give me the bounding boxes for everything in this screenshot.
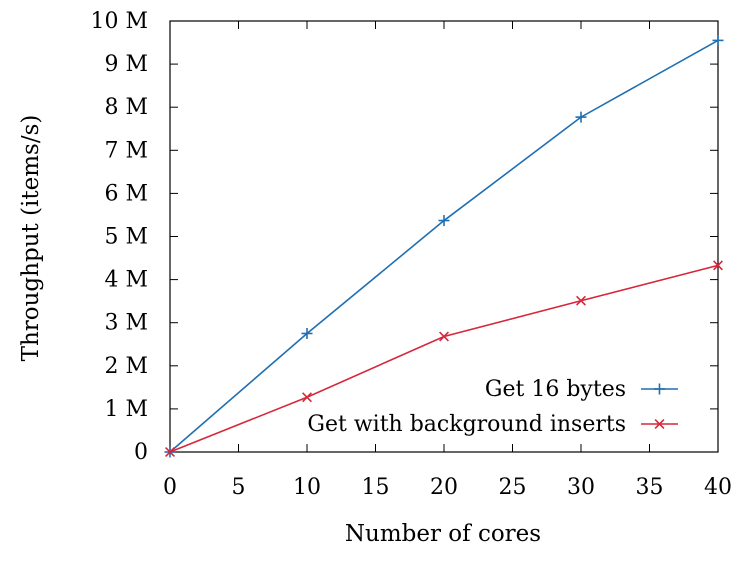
x-tick-label: 5 (232, 475, 246, 500)
cross-marker-b (439, 331, 449, 342)
y-tick-label: 1 M (104, 397, 148, 422)
legend-swatch-marker (654, 419, 665, 429)
cross-marker-b (576, 295, 586, 306)
series-line (169, 39, 719, 453)
y-tick-label: 4 M (104, 268, 148, 293)
series-1 (164, 34, 724, 458)
y-tick-label: 0 (134, 440, 148, 465)
legend-entry: Get with background inserts (307, 412, 678, 437)
data-point (713, 260, 723, 271)
legend-swatch-marker (654, 383, 665, 395)
x-tick-label: 0 (163, 475, 177, 500)
x-tick-label: 20 (430, 475, 458, 500)
y-tick-label: 6 M (104, 181, 148, 206)
x-tick-label: 15 (362, 475, 390, 500)
y-tick-label: 7 M (104, 138, 148, 163)
cross-marker-b (654, 419, 665, 429)
legend-entry: Get 16 bytes (485, 377, 678, 402)
series-2 (165, 260, 723, 457)
ticks: 0 5 10 15 20 25 30 35 40 0 1 M 2 M 3 M 4 M 5 M 6 M 7 M 8 … (90, 9, 732, 500)
data-point (301, 327, 313, 339)
y-tick-label: 10 M (90, 9, 148, 34)
x-tick-label: 25 (499, 475, 527, 500)
x-tick-label: 30 (567, 475, 595, 500)
data-point (712, 34, 724, 46)
y-tick-label: 5 M (104, 225, 148, 250)
y-tick-label: 8 M (104, 95, 148, 120)
y-tick-label: 2 M (104, 354, 148, 379)
x-tick-label: 40 (704, 475, 732, 500)
y-axis-label: Throughput (items/s) (18, 115, 44, 362)
legend-label: Get 16 bytes (485, 377, 626, 402)
legend: Get 16 bytes Get with background inserts (307, 377, 678, 437)
data-point (575, 111, 587, 123)
legend-label: Get with background inserts (307, 412, 626, 437)
x-axis-label: Number of cores (345, 521, 541, 547)
series (164, 34, 724, 458)
data-point (165, 447, 175, 457)
x-tick-label: 10 (293, 475, 321, 500)
cross-marker-b (165, 447, 175, 457)
data-point (438, 215, 450, 227)
data-point (439, 331, 449, 342)
data-point (302, 392, 312, 403)
data-point (576, 295, 586, 306)
cross-marker-b (302, 392, 312, 403)
y-tick-label: 9 M (104, 52, 148, 77)
cross-marker-b (713, 260, 723, 271)
y-tick-label: 3 M (104, 311, 148, 336)
x-tick-label: 35 (636, 475, 664, 500)
